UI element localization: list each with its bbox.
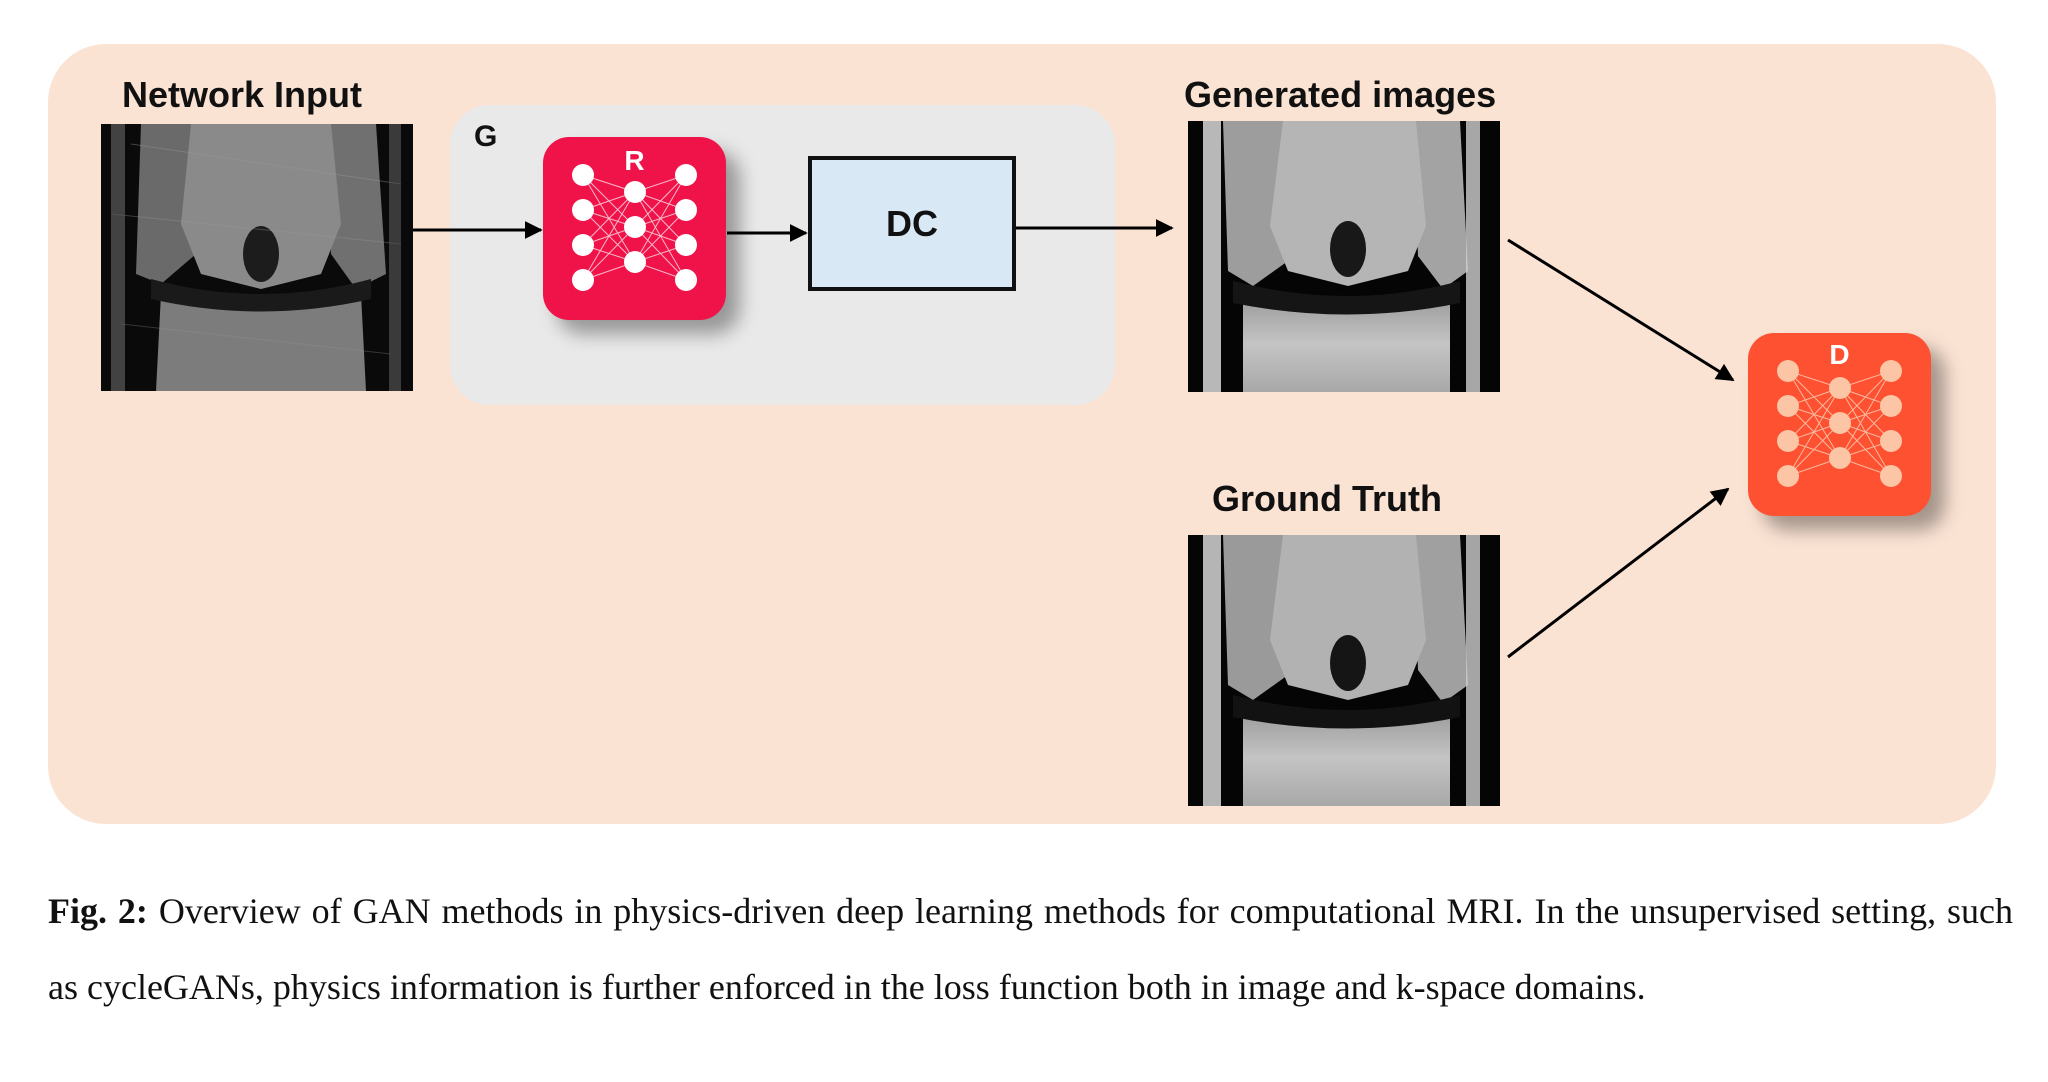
data-consistency-box: DC: [808, 156, 1016, 291]
network-input-image: [101, 124, 413, 391]
arrow-generated-to-discriminator: [1507, 238, 1735, 382]
ground-truth-label: Ground Truth: [1212, 478, 1442, 519]
neural-network-icon: [1777, 360, 1902, 487]
regularizer-network: R: [543, 137, 726, 320]
figure-caption: Fig. 2: Overview of GAN methods in physi…: [48, 873, 2013, 1025]
caption-prefix: Fig. 2:: [48, 891, 148, 931]
ground-truth-image: [1188, 535, 1500, 806]
regularizer-label: R: [624, 145, 645, 176]
data-consistency-label: DC: [886, 202, 938, 244]
generated-image: [1188, 121, 1500, 392]
neural-network-icon: [572, 164, 697, 291]
discriminator-label: D: [1829, 339, 1850, 370]
caption-text: Overview of GAN methods in physics-drive…: [48, 891, 2014, 1007]
arrow-groundtruth-to-discriminator: [1507, 487, 1730, 659]
discriminator-network: D: [1748, 333, 1931, 516]
generated-images-label: Generated images: [1184, 74, 1497, 115]
generator-label: G: [474, 120, 498, 153]
network-input-label: Network Input: [122, 74, 362, 115]
